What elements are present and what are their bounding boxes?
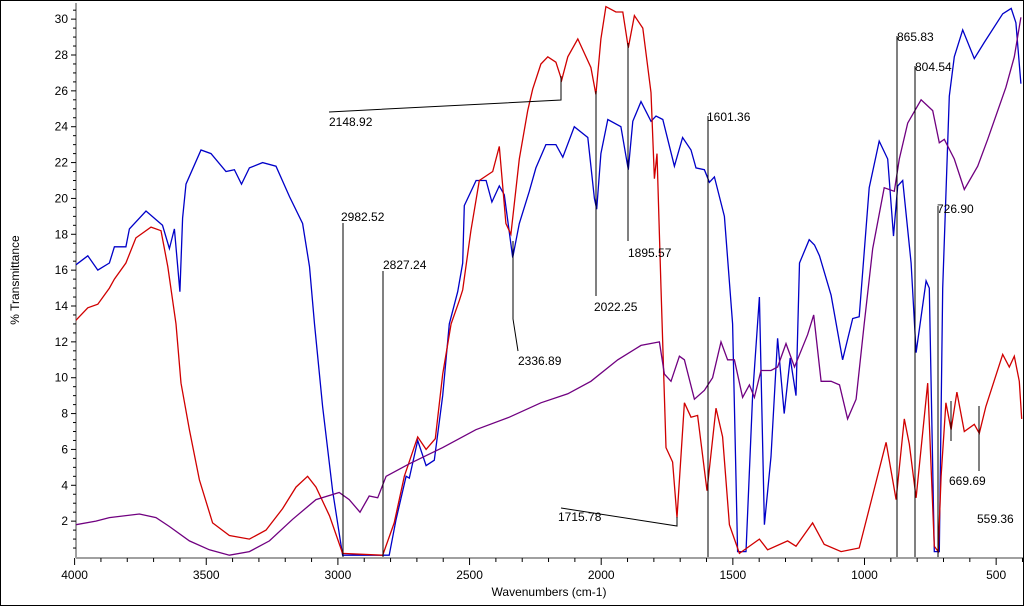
peak-label: 1601.36	[707, 110, 751, 124]
peak-label: 2827.24	[383, 258, 427, 272]
peak-label: 2148.92	[329, 115, 373, 129]
y-tick-label: 8	[61, 407, 68, 421]
y-tick-label: 2	[61, 514, 68, 528]
x-tick-label: 2000	[588, 568, 615, 582]
x-tick-label: 3000	[325, 568, 352, 582]
x-tick-label: 500	[986, 568, 1006, 582]
x-axis-title: Wavenumbers (cm-1)	[492, 585, 607, 599]
peak-label: 726.90	[937, 202, 974, 216]
peak-label: 865.83	[897, 30, 934, 44]
y-tick-label: 14	[55, 299, 69, 313]
peak-label: 559.36	[977, 512, 1014, 526]
y-tick-label: 30	[55, 12, 69, 26]
x-tick-label: 1000	[851, 568, 878, 582]
y-tick-label: 10	[55, 371, 69, 385]
x-tick-label: 4000	[61, 568, 88, 582]
x-tick-label: 1500	[719, 568, 746, 582]
series-line-blue-spectrum	[76, 7, 1022, 556]
y-tick-label: 28	[55, 48, 69, 62]
y-tick-label: 4	[61, 478, 68, 492]
y-axis-title: % Transmittance	[8, 235, 22, 325]
y-tick-label: 24	[55, 120, 69, 134]
series-line-purple-spectrum	[76, 17, 1022, 556]
peak-marker-line	[328, 76, 562, 113]
peak-label: 2022.25	[594, 300, 638, 314]
peak-label: 804.54	[915, 60, 952, 74]
peak-marker-line	[560, 507, 678, 527]
y-tick-label: 6	[61, 442, 68, 456]
peak-label: 1895.57	[628, 246, 672, 260]
y-tick-label: 12	[55, 335, 69, 349]
y-tick-label: 16	[55, 263, 69, 277]
peak-label: 1715.78	[558, 510, 602, 524]
y-tick-label: 22	[55, 156, 69, 170]
y-tick-label: 18	[55, 227, 69, 241]
peak-marker-line	[512, 241, 519, 352]
y-tick-label: 20	[55, 191, 69, 205]
peak-label: 669.69	[949, 474, 986, 488]
peak-label: 2982.52	[341, 210, 385, 224]
x-tick-label: 2500	[456, 568, 483, 582]
series-line-red-spectrum	[76, 5, 1023, 556]
y-tick-label: 26	[55, 84, 69, 98]
x-tick-label: 3500	[193, 568, 220, 582]
peak-label: 2336.89	[518, 354, 562, 368]
